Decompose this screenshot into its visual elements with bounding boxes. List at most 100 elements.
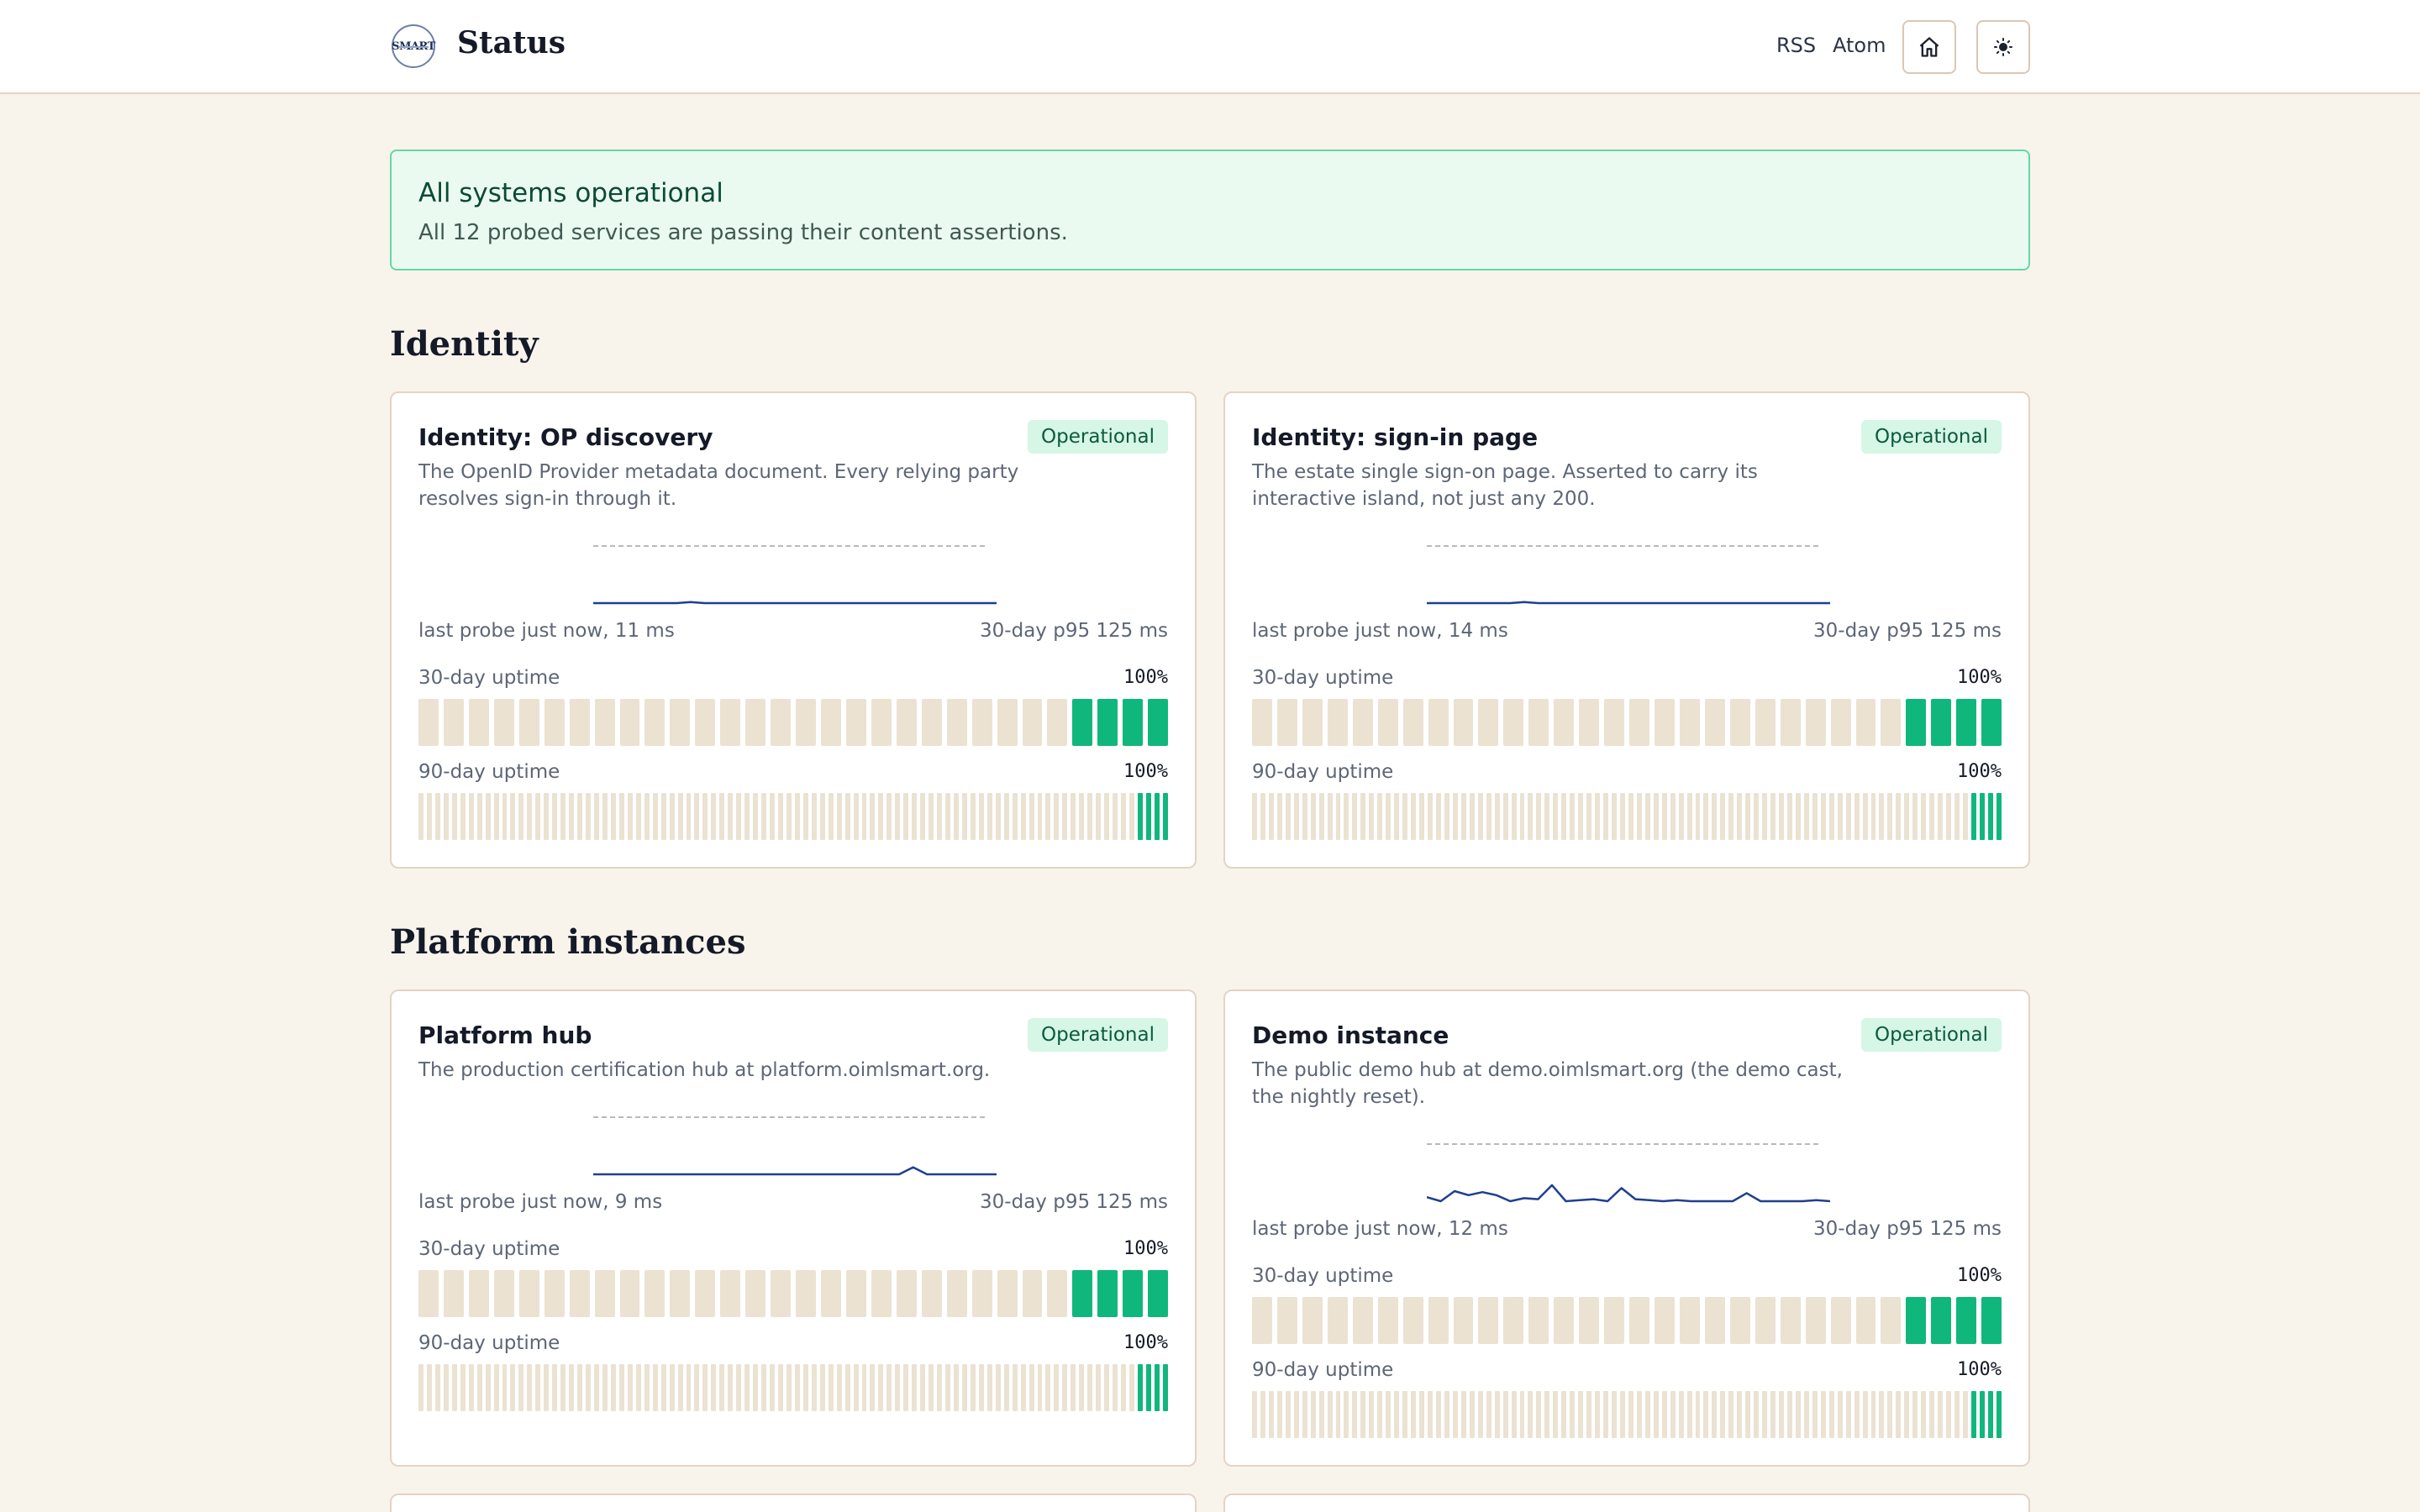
uptime-day-bar[interactable] xyxy=(594,1364,599,1411)
uptime-day-bar[interactable] xyxy=(1503,1297,1524,1344)
uptime-day-bar[interactable] xyxy=(1327,1297,1348,1344)
uptime-day-bar[interactable] xyxy=(1260,793,1265,840)
uptime-day-bar[interactable] xyxy=(1729,1297,1750,1344)
uptime-day-bar[interactable] xyxy=(1931,699,1952,746)
uptime-day-bar[interactable] xyxy=(1444,1391,1449,1438)
uptime-day-bar[interactable] xyxy=(728,1364,734,1411)
uptime-day-bar[interactable] xyxy=(1628,793,1634,840)
uptime-day-bar[interactable] xyxy=(970,1364,976,1411)
uptime-day-bar[interactable] xyxy=(1855,1297,1876,1344)
uptime-day-bar[interactable] xyxy=(946,699,967,746)
uptime-day-bar[interactable] xyxy=(468,1270,489,1317)
uptime-day-bar[interactable] xyxy=(1828,1391,1834,1438)
uptime-day-bar[interactable] xyxy=(744,1364,750,1411)
uptime-day-bar[interactable] xyxy=(1921,793,1927,840)
uptime-day-bar[interactable] xyxy=(986,793,992,840)
uptime-day-bar[interactable] xyxy=(1045,793,1051,840)
home-button[interactable] xyxy=(1902,20,1956,74)
uptime-day-bar[interactable] xyxy=(476,793,482,840)
uptime-day-bar[interactable] xyxy=(1012,1364,1018,1411)
uptime-day-bar[interactable] xyxy=(1578,1391,1584,1438)
uptime-day-bar[interactable] xyxy=(1519,1391,1525,1438)
uptime-day-bar[interactable] xyxy=(954,793,959,840)
uptime-day-bar[interactable] xyxy=(1644,1391,1650,1438)
uptime-day-bar[interactable] xyxy=(1586,1391,1592,1438)
uptime-day-bar[interactable] xyxy=(1803,1391,1809,1438)
uptime-day-bar[interactable] xyxy=(786,1364,792,1411)
uptime-day-bar[interactable] xyxy=(720,699,741,746)
uptime-day-bar[interactable] xyxy=(460,793,466,840)
uptime-day-bar[interactable] xyxy=(1737,793,1743,840)
uptime-day-bar[interactable] xyxy=(802,1364,808,1411)
uptime-day-bar[interactable] xyxy=(1655,1297,1675,1344)
uptime-day-bar[interactable] xyxy=(1655,699,1675,746)
uptime-day-bar[interactable] xyxy=(1862,793,1868,840)
uptime-day-bar[interactable] xyxy=(770,793,775,840)
uptime-day-bar[interactable] xyxy=(719,1364,725,1411)
uptime-day-bar[interactable] xyxy=(1704,1297,1725,1344)
uptime-day-bar[interactable] xyxy=(1003,793,1009,840)
uptime-day-bar[interactable] xyxy=(702,1364,708,1411)
uptime-day-bar[interactable] xyxy=(1072,699,1093,746)
uptime-day-bar[interactable] xyxy=(1812,1391,1818,1438)
uptime-day-bar[interactable] xyxy=(1302,699,1323,746)
uptime-day-bar[interactable] xyxy=(845,699,866,746)
uptime-day-bar[interactable] xyxy=(569,793,575,840)
uptime-day-bar[interactable] xyxy=(954,1364,959,1411)
uptime-day-bar[interactable] xyxy=(971,1270,992,1317)
uptime-day-bar[interactable] xyxy=(1037,1364,1043,1411)
uptime-day-bar[interactable] xyxy=(1712,1391,1718,1438)
uptime-day-bar[interactable] xyxy=(1904,1391,1910,1438)
uptime-day-bar[interactable] xyxy=(1929,793,1935,840)
uptime-day-bar[interactable] xyxy=(937,1364,943,1411)
uptime-day-bar[interactable] xyxy=(1595,1391,1601,1438)
uptime-day-bar[interactable] xyxy=(1369,1391,1375,1438)
uptime-day-bar[interactable] xyxy=(660,1364,666,1411)
uptime-day-bar[interactable] xyxy=(1570,1391,1576,1438)
uptime-day-bar[interactable] xyxy=(1712,793,1718,840)
uptime-day-bar[interactable] xyxy=(443,1364,449,1411)
uptime-day-bar[interactable] xyxy=(1644,793,1650,840)
uptime-day-bar[interactable] xyxy=(1087,793,1093,840)
uptime-day-bar[interactable] xyxy=(1252,793,1257,840)
uptime-day-bar[interactable] xyxy=(1561,1391,1567,1438)
uptime-day-bar[interactable] xyxy=(771,1270,792,1317)
uptime-day-bar[interactable] xyxy=(1022,699,1043,746)
uptime-day-bar[interactable] xyxy=(1494,793,1500,840)
uptime-day-bar[interactable] xyxy=(1579,699,1600,746)
uptime-day-bar[interactable] xyxy=(1553,1391,1559,1438)
uptime-day-bar[interactable] xyxy=(1887,793,1893,840)
uptime-day-bar[interactable] xyxy=(1603,793,1608,840)
uptime-day-bar[interactable] xyxy=(1720,1391,1726,1438)
uptime-day-bar[interactable] xyxy=(1830,1297,1851,1344)
uptime-day-bar[interactable] xyxy=(1062,793,1068,840)
uptime-day-bar[interactable] xyxy=(1528,1297,1549,1344)
uptime-day-bar[interactable] xyxy=(618,1364,624,1411)
uptime-day-bar[interactable] xyxy=(836,793,842,840)
uptime-day-bar[interactable] xyxy=(1754,699,1776,746)
uptime-day-bar[interactable] xyxy=(1419,1391,1425,1438)
uptime-day-bar[interactable] xyxy=(1963,1391,1968,1438)
uptime-day-bar[interactable] xyxy=(1554,1297,1575,1344)
uptime-day-bar[interactable] xyxy=(1879,1391,1885,1438)
uptime-day-bar[interactable] xyxy=(1477,1391,1483,1438)
uptime-day-bar[interactable] xyxy=(1137,793,1143,840)
uptime-day-bar[interactable] xyxy=(853,793,859,840)
uptime-day-bar[interactable] xyxy=(1486,1391,1491,1438)
uptime-day-bar[interactable] xyxy=(1554,699,1575,746)
uptime-day-bar[interactable] xyxy=(1544,793,1550,840)
uptime-day-bar[interactable] xyxy=(527,1364,533,1411)
uptime-day-bar[interactable] xyxy=(1636,793,1642,840)
uptime-day-bar[interactable] xyxy=(518,1364,524,1411)
uptime-day-bar[interactable] xyxy=(736,1364,742,1411)
uptime-day-bar[interactable] xyxy=(560,793,566,840)
uptime-day-bar[interactable] xyxy=(819,1364,825,1411)
uptime-day-bar[interactable] xyxy=(853,1364,859,1411)
uptime-day-bar[interactable] xyxy=(1695,1391,1701,1438)
uptime-day-bar[interactable] xyxy=(1360,1391,1366,1438)
uptime-day-bar[interactable] xyxy=(468,699,489,746)
uptime-day-bar[interactable] xyxy=(1795,1391,1801,1438)
uptime-day-bar[interactable] xyxy=(1268,1391,1274,1438)
uptime-day-bar[interactable] xyxy=(745,1270,766,1317)
uptime-day-bar[interactable] xyxy=(1428,1391,1433,1438)
